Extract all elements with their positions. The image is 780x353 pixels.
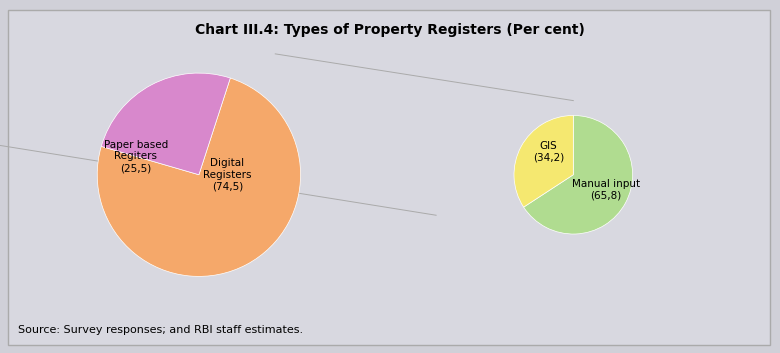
Wedge shape — [98, 78, 300, 276]
FancyBboxPatch shape — [8, 10, 770, 345]
Wedge shape — [101, 73, 230, 175]
Text: GIS
(34,2): GIS (34,2) — [533, 142, 564, 163]
Wedge shape — [514, 115, 573, 207]
Text: Manual input
(65,8): Manual input (65,8) — [572, 179, 640, 201]
Text: Source: Survey responses; and RBI staff estimates.: Source: Survey responses; and RBI staff … — [18, 325, 303, 335]
Text: Digital
Registers
(74,5): Digital Registers (74,5) — [203, 158, 252, 191]
Text: Chart III.4: Types of Property Registers (Per cent): Chart III.4: Types of Property Registers… — [195, 23, 585, 37]
Wedge shape — [523, 115, 633, 234]
Text: Paper based
Regiters
(25,5): Paper based Regiters (25,5) — [104, 140, 168, 173]
